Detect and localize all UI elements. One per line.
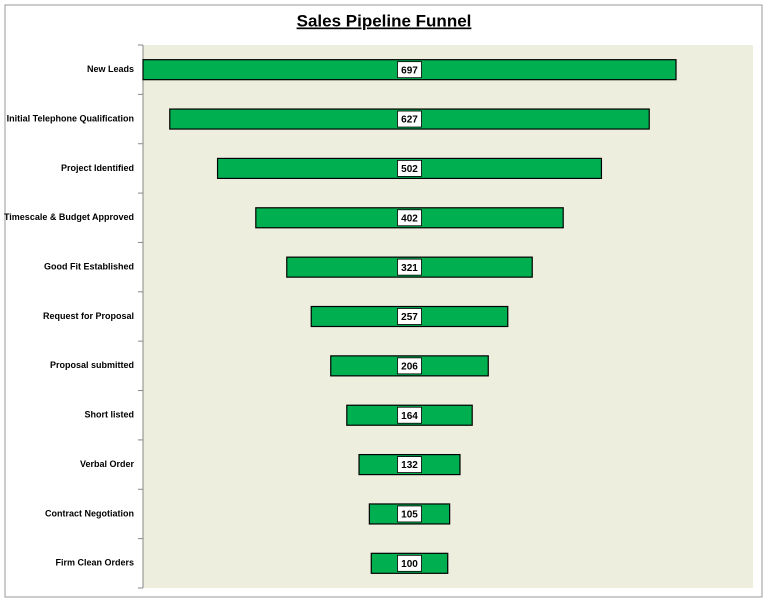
value-label: 164 [401,411,418,422]
value-label-box [397,357,422,375]
value-label: 402 [401,213,418,224]
value-label-box [397,110,422,128]
category-label: Project Identified [61,163,134,173]
value-label: 627 [401,115,418,126]
value-label: 697 [401,65,418,76]
value-label-box [397,160,422,177]
category-label: Initial Telephone Qualification [7,113,134,123]
value-label-box [397,406,422,424]
value-label: 100 [401,559,418,570]
value-label: 502 [401,164,418,175]
category-label: Firm Clean Orders [55,558,134,568]
value-label: 321 [401,263,418,274]
chart-title: Sales Pipeline Funnel [297,11,472,30]
category-label: Request for Proposal [43,311,134,321]
category-label: Good Fit Established [44,262,134,272]
value-label-box [397,308,422,325]
value-label: 132 [401,460,418,471]
category-label: Short listed [84,410,134,420]
value-label-box [397,554,422,572]
category-label: Proposal submitted [50,360,134,370]
value-label-box [397,61,422,79]
value-label: 206 [401,362,418,373]
category-label: Timescale & Budget Approved [4,212,134,222]
category-label: Verbal Order [80,459,135,469]
value-label-box [397,209,422,227]
category-label: New Leads [87,64,134,74]
value-label-box [397,258,422,276]
value-label: 257 [401,312,418,323]
category-label: Contract Negotiation [45,508,134,518]
value-label-box [397,456,422,473]
value-label: 105 [401,510,418,521]
value-label-box [397,505,422,523]
